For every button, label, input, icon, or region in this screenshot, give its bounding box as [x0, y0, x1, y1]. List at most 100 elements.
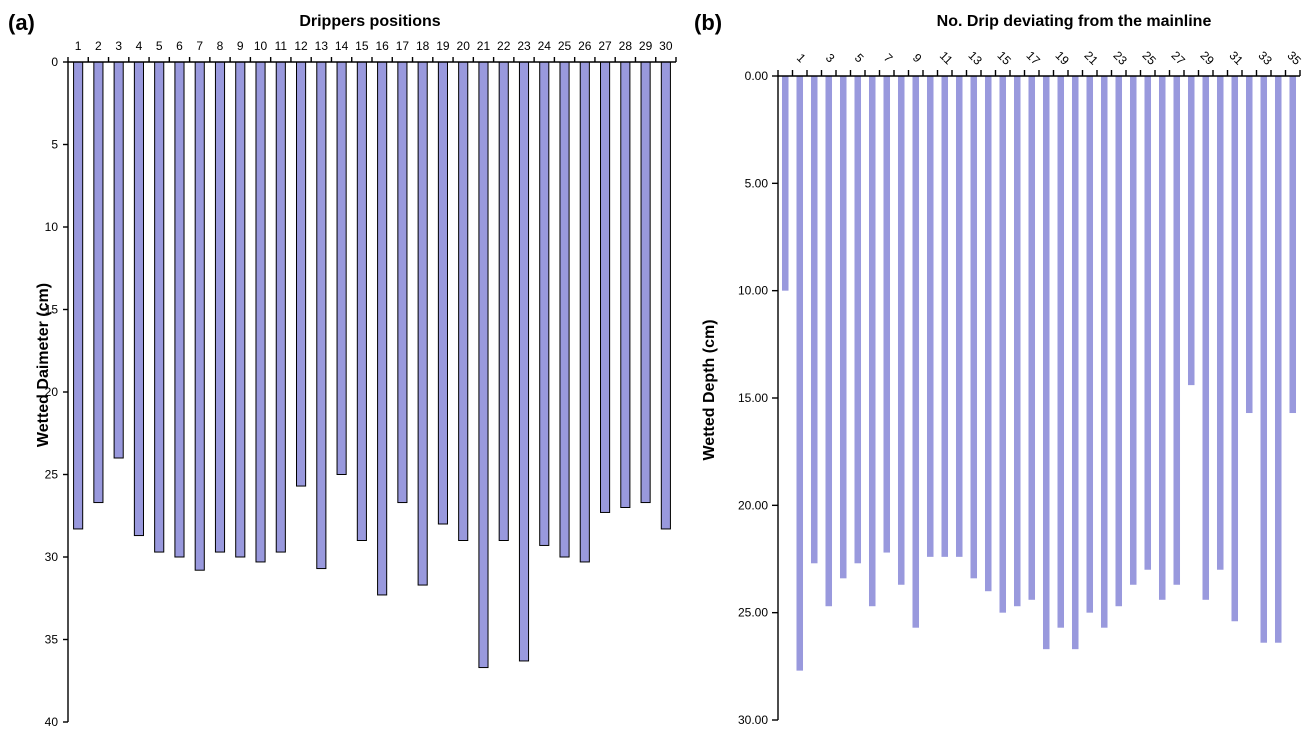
panel-a-bar-6	[174, 61, 185, 558]
panel-b-bar-18	[1028, 76, 1036, 600]
panel-a-x-tick-label: 5	[156, 39, 163, 53]
panel-a-y-tick-label: 15	[45, 303, 59, 317]
panel-b-bar-6	[854, 76, 862, 564]
panel-a-bar-3	[113, 61, 124, 459]
panel-b-x-tick-label: 21	[1082, 48, 1102, 68]
panel-b-x-tick-label: 3	[823, 51, 838, 66]
panel-a-x-tick-label: 11	[275, 39, 288, 53]
panel-b-bar-29	[1187, 76, 1195, 386]
panel-b-bar-8	[883, 76, 891, 553]
panel-b-bar-28	[1173, 76, 1181, 585]
panel-a-x-tick-label: 28	[619, 39, 633, 53]
panel-a-bar-30	[660, 61, 671, 530]
panel-b-bar-36	[1289, 76, 1297, 414]
panel-a-y-tick-label: 30	[45, 550, 59, 564]
panel-a-x-tick-label: 4	[136, 39, 143, 53]
panel-a-bar-18	[417, 61, 428, 586]
panel-b-bar-34	[1260, 76, 1268, 643]
panel-b-x-tick-label: 23	[1111, 48, 1131, 68]
panel-a-x-tick-label: 7	[196, 39, 203, 53]
panel-b-bar-4	[825, 76, 833, 607]
panel-a-x-tick-label: 26	[578, 39, 592, 53]
panel-b-x-tick-label: 25	[1140, 48, 1160, 68]
panel-a-bar-8	[214, 61, 226, 553]
panel-b-bar-19	[1042, 76, 1050, 650]
panel-b-bar-35	[1274, 76, 1282, 643]
panel-b-bar-10	[912, 76, 920, 628]
panel-b-bar-33	[1245, 76, 1253, 414]
panel-a-label: (a)	[8, 10, 35, 35]
panel-b: (b) No. Drip deviating from the mainline…	[694, 10, 1304, 727]
panel-b-bar-32	[1231, 76, 1239, 622]
panel-b-y-tick-label: 30.00	[738, 713, 768, 727]
panel-a-bar-26	[579, 61, 590, 563]
panel-b-bar-21	[1071, 76, 1079, 650]
panel-a-y-tick-label: 5	[51, 138, 58, 152]
panel-a-x-tick-label: 3	[115, 39, 122, 53]
panel-b-bar-20	[1057, 76, 1065, 628]
panel-a-x-tick-label: 2	[95, 39, 102, 53]
panel-a-bar-20	[458, 61, 469, 541]
panel-b-x-tick-label: 7	[881, 51, 896, 66]
panel-b-bar-11	[926, 76, 934, 557]
panel-b-x-tick-label: 19	[1053, 48, 1073, 68]
panel-a-x-tick-label: 17	[396, 39, 410, 53]
panel-b-title: No. Drip deviating from the mainline	[937, 13, 1212, 30]
panel-a-x-tick-label: 30	[659, 39, 673, 53]
panel-b-bar-3	[810, 76, 818, 564]
panel-b-y-tick-label: 25.00	[738, 606, 768, 620]
panel-a-x-tick-label: 8	[217, 39, 224, 53]
panel-a-x-tick-label: 9	[237, 39, 244, 53]
panel-b-bar-30	[1202, 76, 1210, 600]
panel-a-bar-5	[154, 61, 165, 553]
panel-a: (a) Drippers positions Wetted Daimeter (…	[8, 10, 677, 729]
panel-a-x-tick-label: 29	[639, 39, 653, 53]
panel-a-x-tick-label: 14	[335, 39, 349, 53]
panel-a-x-tick-label: 27	[598, 39, 612, 53]
panel-b-bar-1	[781, 76, 789, 291]
panel-a-bar-10	[255, 61, 266, 563]
panel-a-y-tick-label: 40	[45, 715, 59, 729]
panel-b-y-tick-label: 0.00	[745, 69, 769, 83]
panel-b-bar-5	[839, 76, 847, 579]
panel-b-bar-12	[941, 76, 949, 557]
panel-b-bar-7	[868, 76, 876, 607]
panel-b-x-tick-label: 33	[1256, 48, 1276, 68]
panel-a-bar-14	[336, 61, 347, 475]
panel-b-bar-27	[1158, 76, 1166, 600]
panel-a-bar-23	[518, 61, 530, 662]
panel-b-bar-23	[1100, 76, 1108, 628]
panel-a-bar-1	[73, 61, 84, 530]
panel-b-bar-17	[1013, 76, 1021, 607]
panel-a-x-tick-label: 15	[355, 39, 369, 53]
panel-a-bar-7	[194, 61, 205, 571]
panel-b-y-tick-label: 10.00	[738, 284, 768, 298]
panel-a-x-tick-label: 18	[416, 39, 430, 53]
panel-a-x-tick-label: 1	[75, 39, 82, 53]
panel-a-bar-11	[275, 61, 286, 553]
panel-a-bar-25	[559, 61, 570, 558]
panel-a-bar-27	[600, 61, 611, 513]
panel-a-y-tick-label: 25	[45, 468, 59, 482]
panel-a-x-tick-label: 23	[517, 39, 531, 53]
panel-b-x-tick-label: 5	[852, 51, 867, 66]
panel-a-x-tick-label: 6	[176, 39, 183, 53]
panel-b-bars	[781, 76, 1297, 671]
panel-b-bar-9	[897, 76, 905, 585]
panel-a-bar-19	[437, 61, 448, 525]
panel-a-y-axis-label: Wetted Daimeter (cm)	[35, 283, 52, 447]
panel-b-x-tick-label: 31	[1227, 48, 1247, 68]
panel-b-x-tick-label: 1	[794, 51, 809, 66]
panel-a-x-tick-label: 12	[294, 39, 308, 53]
panel-a-bar-4	[133, 61, 144, 537]
panel-a-title: Drippers positions	[299, 13, 440, 30]
panel-b-bar-2	[796, 76, 804, 671]
panel-a-bar-22	[498, 61, 509, 541]
panel-a-bar-17	[397, 61, 408, 504]
panel-a-bars	[73, 61, 671, 669]
panel-a-bar-28	[620, 61, 631, 508]
panel-a-x-tick-label: 24	[538, 39, 552, 53]
panel-b-bar-31	[1216, 76, 1224, 570]
panel-a-x-tick-label: 20	[457, 39, 471, 53]
panel-a-bar-12	[296, 61, 307, 487]
